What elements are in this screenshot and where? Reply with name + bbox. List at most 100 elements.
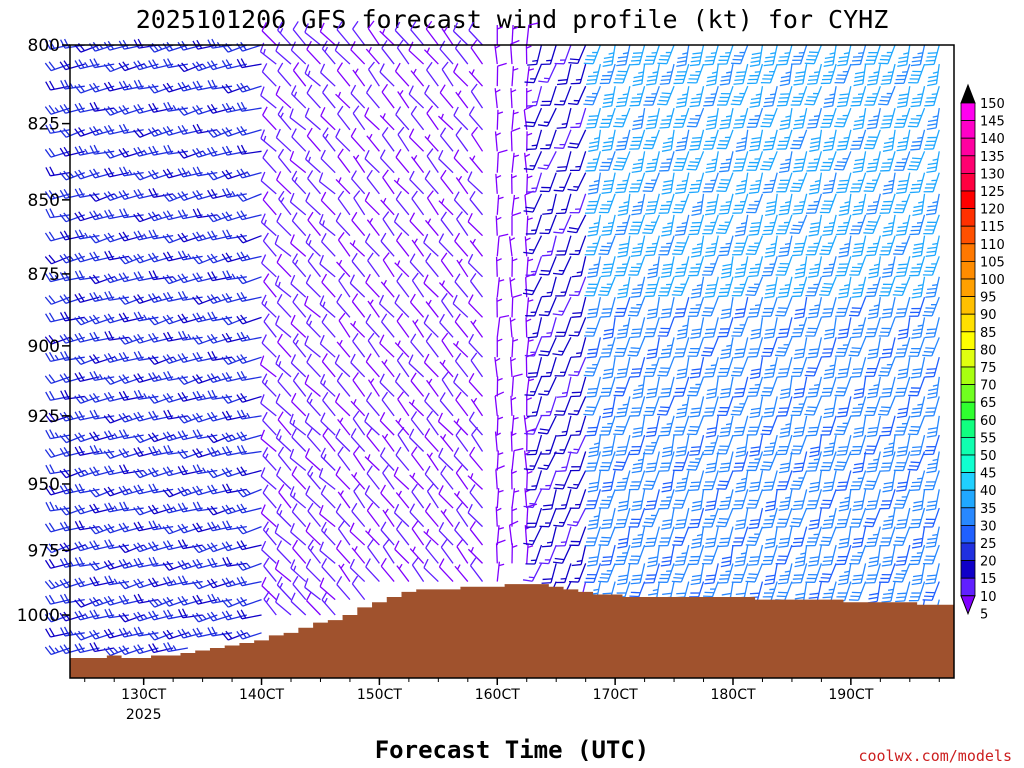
barb-feather (74, 270, 81, 280)
barb-feather (196, 448, 203, 457)
barb-feather (103, 274, 111, 284)
barb-feather (631, 55, 642, 58)
barb-feather (48, 627, 55, 637)
barb-feather (45, 429, 51, 439)
barb-feather (177, 233, 185, 243)
barb-feather (148, 103, 155, 113)
barb-feather (196, 501, 203, 511)
barb-half-feather (681, 263, 687, 266)
barb-half-feather (546, 250, 553, 253)
barb-feather (177, 376, 185, 385)
wind-barb (118, 352, 144, 362)
barb-feather (192, 523, 199, 533)
wind-barb (60, 350, 85, 361)
barb-feather (177, 503, 184, 513)
barb-half-feather (202, 545, 207, 551)
barb-feather (92, 126, 100, 135)
wind-barb (89, 251, 115, 262)
barb-staff (525, 317, 528, 338)
barb-feather (63, 294, 71, 303)
wind-barb (163, 642, 188, 653)
barb-feather (177, 450, 185, 459)
barb-half-feather (681, 221, 688, 225)
wind-barb (133, 271, 159, 282)
barb-half-feather (187, 415, 192, 421)
barb-feather (104, 466, 110, 475)
barb-feather (74, 170, 81, 180)
wind-barb (118, 429, 144, 440)
barb-feather (92, 41, 100, 51)
barb-feather (151, 293, 159, 302)
barb-feather (118, 149, 126, 158)
barb-feather (78, 394, 85, 403)
barb-feather (92, 82, 100, 92)
barb-half-feather (187, 562, 192, 568)
barb-feather (63, 626, 70, 636)
wind-barb (59, 271, 85, 282)
barb-feather (196, 464, 203, 474)
barb-half-feather (637, 242, 644, 246)
barb-feather (192, 352, 199, 362)
barb-half-feather (202, 467, 207, 473)
barb-half-feather (113, 433, 118, 439)
barb-feather (646, 500, 657, 503)
wind-barb (89, 609, 115, 620)
barb-feather (602, 556, 613, 559)
wind-barb (45, 429, 71, 440)
barb-half-feather (128, 256, 134, 262)
barb-feather (78, 270, 85, 280)
wind-barb (74, 59, 100, 70)
barb-feather (118, 352, 125, 362)
barb-half-feather (622, 403, 629, 406)
barb-feather (78, 355, 86, 364)
wind-barb (163, 144, 188, 155)
barb-feather (587, 391, 597, 394)
barb-feather (151, 169, 159, 178)
wind-barb (60, 389, 85, 400)
barb-feather (568, 413, 578, 416)
barb-feather (645, 541, 656, 544)
barb-feather (108, 250, 114, 260)
barb-feather (59, 312, 66, 322)
barb-feather (645, 250, 656, 253)
barb-feather (181, 486, 188, 495)
barb-feather (148, 333, 155, 343)
barb-half-feather (172, 356, 177, 362)
barb-feather (192, 449, 199, 458)
barb-feather (74, 644, 81, 653)
barb-feather (133, 434, 141, 444)
barb-feather (541, 545, 552, 548)
barb-feather (108, 608, 114, 618)
barb-feather (147, 44, 155, 53)
barb-feather (181, 430, 188, 440)
barb-feather (660, 96, 670, 98)
wind-barb (104, 250, 130, 261)
barb-feather (44, 559, 52, 569)
wind-barb (59, 593, 85, 604)
barb-feather (74, 333, 81, 343)
barb-feather (74, 85, 82, 94)
wind-barb (162, 210, 189, 221)
barb-feather (162, 394, 170, 403)
barb-feather (89, 526, 97, 535)
barb-half-feather (157, 44, 163, 50)
barb-feather (601, 526, 611, 530)
barb-feather (118, 336, 126, 345)
barb-feather (658, 99, 669, 102)
barb-feather (103, 192, 111, 201)
barb-feather (614, 465, 624, 467)
barb-feather (147, 505, 155, 515)
barb-feather (673, 576, 683, 579)
wind-barb (118, 312, 144, 323)
wind-barb (133, 484, 159, 495)
barb-half-feather (187, 84, 192, 90)
barb-feather (181, 375, 189, 384)
barb-feather (612, 168, 623, 171)
wind-barb (148, 556, 174, 567)
barb-feather (643, 228, 654, 231)
barb-feather (123, 208, 129, 218)
barb-feather (181, 290, 188, 300)
barb-feather (137, 611, 144, 621)
barb-feather (59, 558, 66, 568)
barb-feather (89, 252, 96, 262)
